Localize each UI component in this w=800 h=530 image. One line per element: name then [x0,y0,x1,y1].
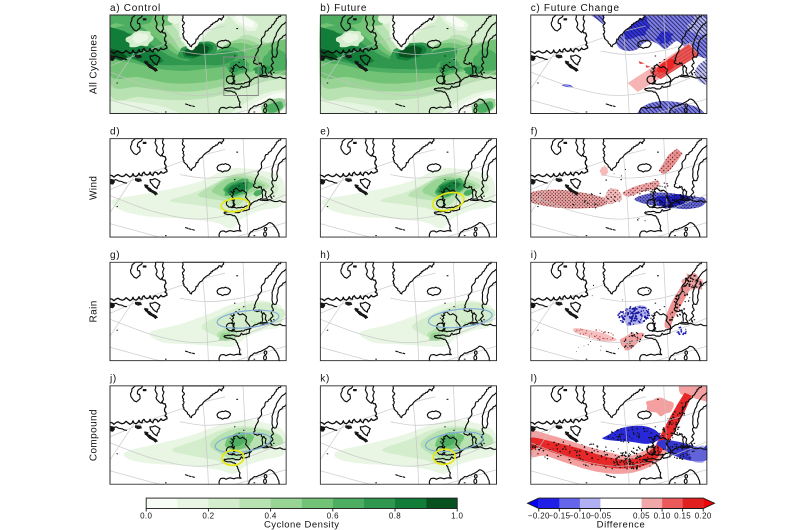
svg-text:Cyclone Density: Cyclone Density [264,520,339,530]
svg-text:All Cyclones: All Cyclones [89,34,100,94]
svg-text:0.4: 0.4 [265,512,277,521]
svg-text:h): h) [320,250,330,261]
svg-text:e): e) [320,126,330,137]
svg-text:k): k) [320,374,330,385]
svg-text:0.2: 0.2 [202,512,214,521]
svg-text:a) Control: a) Control [110,3,161,14]
svg-text:b) Future: b) Future [320,3,367,14]
svg-text:0.05: 0.05 [633,512,650,521]
svg-text:g): g) [110,250,120,261]
svg-text:Compound: Compound [89,409,100,461]
svg-text:Rain: Rain [89,300,100,322]
svg-text:i): i) [531,250,538,261]
svg-text:0.15: 0.15 [674,512,691,521]
svg-text:0.0: 0.0 [140,512,152,521]
svg-text:f): f) [531,126,539,137]
svg-text:j): j) [109,374,117,385]
svg-text:c) Future Change: c) Future Change [531,3,620,14]
svg-text:0.8: 0.8 [389,512,401,521]
svg-text:l): l) [531,374,538,385]
svg-text:Wind: Wind [89,176,100,200]
svg-text:0.20: 0.20 [695,512,712,521]
svg-text:−0.10: −0.10 [569,512,591,521]
svg-text:d): d) [110,126,120,137]
svg-text:Difference: Difference [597,520,646,530]
svg-text:−0.15: −0.15 [548,512,570,521]
svg-text:0.10: 0.10 [654,512,671,521]
svg-text:1.0: 1.0 [451,512,463,521]
svg-text:−0.05: −0.05 [589,512,611,521]
svg-text:−0.20: −0.20 [528,512,550,521]
svg-text:0.6: 0.6 [327,512,339,521]
